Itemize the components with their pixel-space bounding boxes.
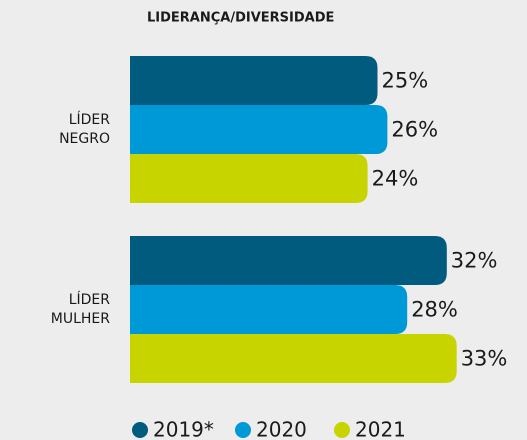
value-label: 26%	[391, 118, 438, 142]
value-label: 32%	[451, 249, 498, 273]
legend-label: 2021	[355, 418, 406, 440]
legend-label: 2020	[256, 418, 307, 440]
value-label: 28%	[411, 298, 458, 322]
value-label: 25%	[382, 69, 429, 93]
legend-swatch	[334, 422, 350, 438]
legend-swatch	[235, 422, 251, 438]
bar	[130, 285, 408, 334]
value-label: 24%	[372, 167, 419, 191]
bar	[130, 105, 388, 154]
bar	[130, 56, 378, 105]
bar	[130, 334, 457, 383]
category-label: LÍDER NEGRO	[59, 111, 110, 147]
bar	[130, 154, 368, 203]
bar	[130, 236, 447, 285]
legend-swatch	[132, 422, 148, 438]
category-label: LÍDER MULHER	[50, 291, 110, 327]
legend-label: 2019*	[153, 418, 214, 440]
chart-title: LIDERANÇA/DIVERSIDADE	[147, 11, 334, 26]
value-label: 33%	[461, 347, 508, 371]
